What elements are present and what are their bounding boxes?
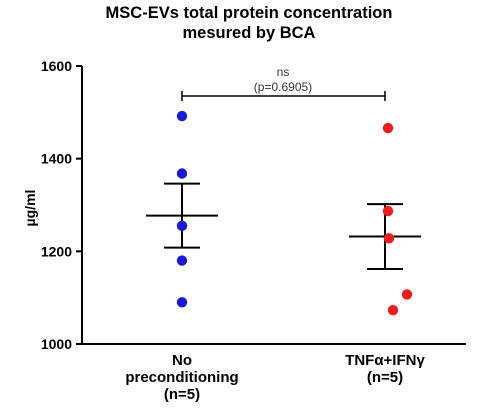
- data-point-2-2: [382, 205, 394, 217]
- data-marks: [146, 110, 421, 316]
- significance-label: ns: [277, 65, 290, 79]
- significance-p-value: (p=0.6905): [254, 80, 312, 94]
- significance-bracket: ns (p=0.6905): [181, 65, 386, 101]
- data-point-1-3: [176, 220, 188, 232]
- data-point-2-1: [382, 122, 394, 134]
- axes: [81, 66, 466, 345]
- category-1-line-1: No: [172, 352, 192, 369]
- y-tick-label-1: 1200: [41, 243, 72, 259]
- data-point-1-4: [176, 255, 188, 266]
- data-point-1-5: [176, 297, 188, 308]
- data-point-1-2: [176, 168, 188, 179]
- category-label-tnfa-ifng: TNFα+IFNγ (n=5): [305, 352, 465, 386]
- category-1-line-3: (n=5): [163, 386, 201, 403]
- category-1-line-2: preconditioning: [125, 369, 239, 386]
- y-tick-label-3: 1600: [41, 58, 72, 74]
- data-point-1-1: [176, 110, 188, 122]
- y-ticks: 1000 1200 1400 1600: [41, 58, 82, 352]
- y-tick-label-0: 1000: [41, 336, 72, 352]
- chart-title-line-1: MSC-EVs total protein concentration: [105, 4, 393, 22]
- data-point-2-5: [387, 304, 399, 316]
- data-point-2-4: [401, 289, 413, 300]
- data-point-2-3: [383, 233, 395, 244]
- category-2-line-1: TNFα+IFNγ: [345, 352, 425, 369]
- y-tick-label-2: 1400: [41, 151, 72, 167]
- category-label-no-preconditioning: No preconditioning (n=5): [102, 352, 262, 403]
- chart-title-line-2: mesured by BCA: [182, 24, 316, 42]
- category-2-line-2: (n=5): [366, 369, 404, 386]
